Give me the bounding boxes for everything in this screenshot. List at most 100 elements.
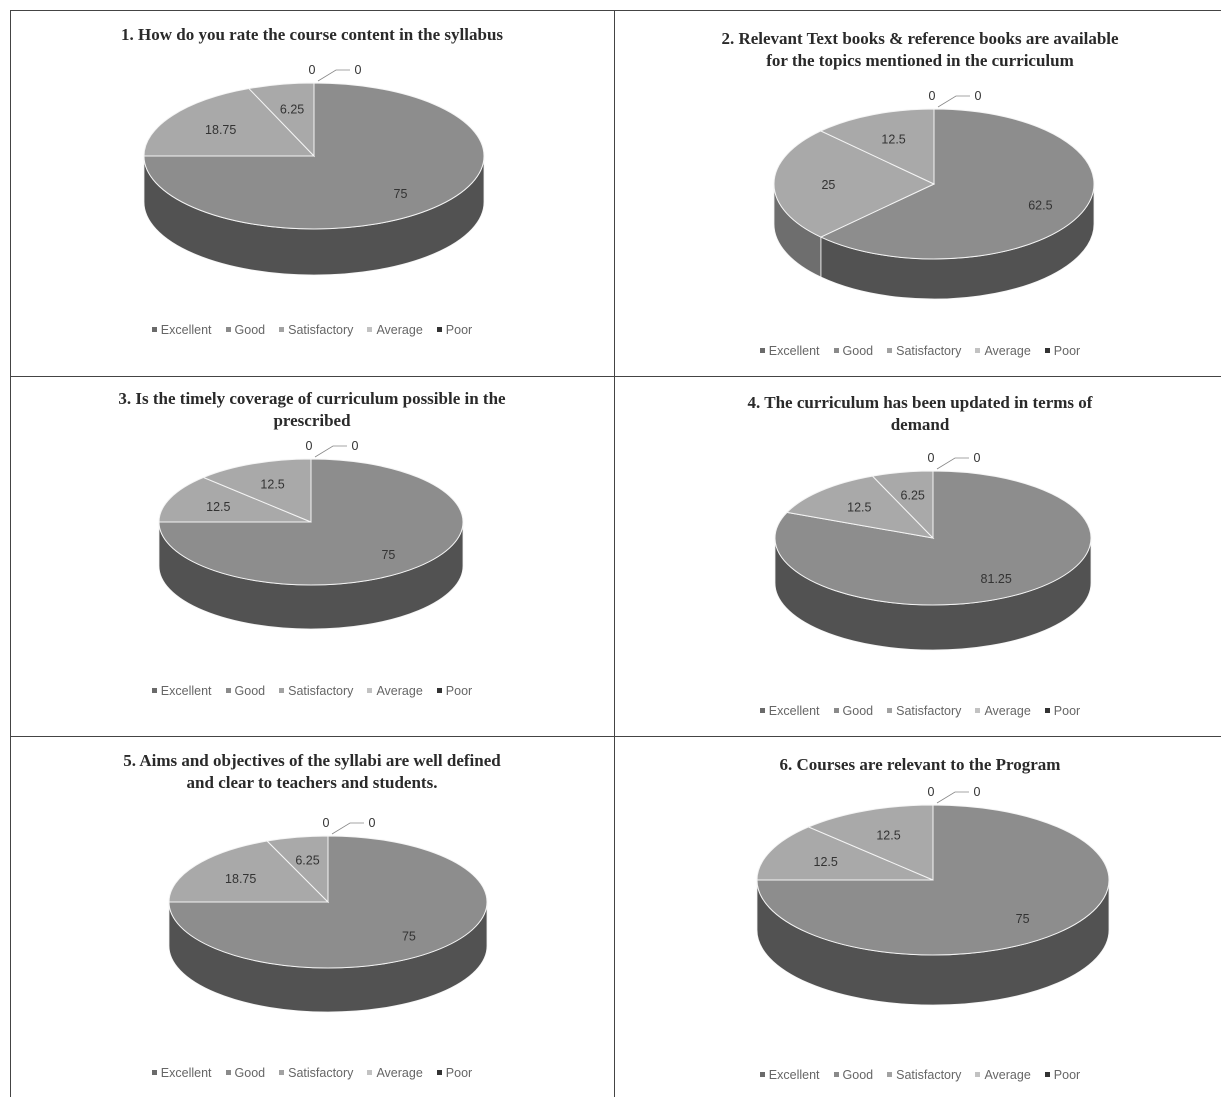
legend-label: Excellent — [768, 704, 820, 718]
legend-swatch — [436, 688, 442, 694]
pie-chart: 75 12.5 12.5 0 0 — [158, 439, 464, 630]
legend-swatch — [1044, 348, 1050, 354]
legend-swatch — [759, 1072, 765, 1078]
data-label: 25 — [821, 178, 835, 192]
data-label: 0 — [975, 89, 982, 103]
legend-swatch — [759, 708, 765, 714]
legend-label: Average — [984, 344, 1031, 358]
legend-label: Satisfactory — [896, 704, 962, 718]
leader-line — [317, 69, 350, 82]
legend-item-poor: Poor — [1044, 344, 1080, 358]
legend-item-good: Good — [833, 1068, 873, 1082]
pie-chart: 75 18.75 6.25 0 0 — [168, 816, 488, 1013]
chart-grid — [10, 10, 1221, 1097]
legend-label: Satisfactory — [896, 344, 962, 358]
data-label: 12.5 — [206, 500, 230, 514]
data-label: 6.25 — [295, 853, 319, 867]
legend-item-average: Average — [975, 704, 1031, 718]
pie-slice-good — [773, 130, 936, 238]
chart-panel-6: 6. Courses are relevant to the Program 7… — [620, 740, 1220, 1095]
legend-swatch — [151, 327, 157, 333]
legend-label: Average — [984, 704, 1031, 718]
data-label: 75 — [402, 930, 416, 944]
legend-swatch — [367, 1070, 373, 1076]
legend-label: Average — [376, 1066, 423, 1080]
legend-label: Satisfactory — [896, 1068, 962, 1082]
legend-item-satisfactory: Satisfactory — [887, 704, 961, 718]
legend-item-satisfactory: Satisfactory — [887, 344, 961, 358]
leader-line — [937, 95, 970, 108]
legend-swatch — [887, 708, 893, 714]
data-label: 62.5 — [1028, 199, 1052, 213]
data-label: 12.5 — [260, 478, 284, 492]
legend-swatch — [151, 688, 157, 694]
legend-item-average: Average — [367, 684, 423, 698]
pie-slice-satisfactory — [202, 458, 312, 523]
legend-swatch — [436, 1070, 442, 1076]
data-label: 12.5 — [847, 501, 871, 515]
chart-panel-4: 4. The curriculum has been updated in te… — [620, 378, 1220, 733]
pie-slice-excellent — [756, 804, 1110, 956]
data-label: 0 — [323, 816, 330, 830]
legend-swatch — [1044, 708, 1050, 714]
leader-line — [936, 457, 969, 470]
legend-item-good: Good — [225, 323, 265, 337]
legend-item-excellent: Excellent — [759, 1068, 820, 1082]
row-divider — [10, 376, 1221, 377]
chart-title: 5. Aims and objectives of the syllabi ar… — [123, 751, 501, 792]
chart-legend: Excellent Good Satisfactory Average Poor — [620, 344, 1220, 358]
data-label: 12.5 — [881, 132, 905, 146]
pie-slice-satisfactory — [266, 835, 329, 904]
data-label: 0 — [929, 89, 936, 103]
row-divider — [10, 736, 1221, 737]
legend-label: Excellent — [160, 1066, 212, 1080]
legend-swatch — [833, 708, 839, 714]
row-divider — [10, 10, 11, 1097]
column-divider — [614, 10, 615, 1097]
data-label: 6.25 — [280, 103, 304, 117]
legend-label: Average — [984, 1068, 1031, 1082]
legend-item-poor: Poor — [436, 684, 472, 698]
legend-label: Good — [842, 344, 874, 358]
legend-item-good: Good — [833, 344, 874, 358]
legend-item-poor: Poor — [1044, 1068, 1080, 1082]
legend-label: Average — [376, 684, 423, 698]
legend-item-good: Good — [225, 1066, 265, 1080]
pie-slice-satisfactory — [819, 108, 935, 185]
legend-swatch — [279, 688, 285, 694]
chart-title: 2. Relevant Text books & reference books… — [721, 29, 1119, 70]
legend-item-poor: Poor — [436, 1066, 473, 1080]
data-label: 75 — [1016, 912, 1030, 926]
chart-title: 3. Is the timely coverage of curriculum … — [118, 389, 506, 430]
legend-swatch — [367, 327, 373, 333]
legend-label: Satisfactory — [288, 323, 354, 337]
legend-swatch — [279, 1070, 285, 1076]
chart-title: 4. The curriculum has been updated in te… — [747, 393, 1093, 434]
legend-swatch — [436, 327, 442, 333]
legend-item-excellent: Excellent — [151, 684, 212, 698]
data-label: 0 — [309, 63, 316, 77]
legend-label: Poor — [445, 1066, 473, 1080]
pie-slice-excellent — [143, 82, 485, 230]
legend-item-poor: Poor — [436, 323, 472, 337]
pie-slice-good — [786, 475, 935, 539]
legend-swatch — [1044, 1072, 1050, 1078]
pie-slice-satisfactory — [871, 470, 934, 540]
chart-panel-2: 2. Relevant Text books & reference books… — [620, 14, 1220, 369]
data-label: 0 — [352, 439, 359, 453]
legend-item-excellent: Excellent — [759, 344, 820, 358]
pie-slice-satisfactory — [247, 82, 315, 158]
chart-legend: Excellent Good Satisfactory Average Poor — [14, 1066, 610, 1080]
legend-item-excellent: Excellent — [151, 323, 212, 337]
pie-slice-good — [143, 88, 316, 157]
data-label: 0 — [369, 816, 376, 830]
legend-item-average: Average — [975, 1068, 1031, 1082]
legend-item-good: Good — [225, 684, 265, 698]
legend-swatch — [225, 327, 231, 333]
legend-item-satisfactory: Satisfactory — [279, 684, 353, 698]
legend-label: Excellent — [160, 684, 212, 698]
legend-label: Excellent — [768, 344, 820, 358]
data-label: 12.5 — [876, 828, 900, 842]
data-label: 0 — [974, 785, 981, 799]
legend-item-excellent: Excellent — [151, 1066, 212, 1080]
